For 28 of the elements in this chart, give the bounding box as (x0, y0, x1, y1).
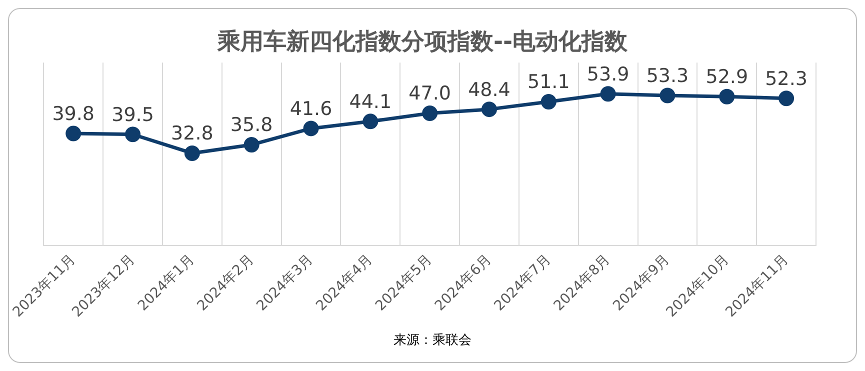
data-label: 53.3 (646, 64, 689, 87)
data-label: 35.8 (230, 114, 273, 136)
data-label: 39.8 (52, 102, 95, 125)
data-label: 39.5 (112, 104, 154, 126)
point (422, 106, 438, 122)
data-label: 44.1 (349, 90, 392, 113)
data-label: 52.9 (706, 66, 748, 88)
point (600, 86, 616, 102)
point (362, 114, 378, 130)
point (540, 94, 556, 110)
point (244, 137, 260, 153)
data-label: 51.1 (527, 71, 570, 94)
chart-title: 乘用车新四化指数分项指数--电动化指数 (216, 28, 629, 55)
data-label: 53.9 (586, 63, 630, 86)
point (66, 126, 82, 142)
data-label: 48.4 (468, 78, 510, 101)
point (719, 88, 735, 104)
source-note: 来源：乘联会 (392, 332, 472, 349)
point (660, 88, 676, 104)
point (778, 90, 794, 106)
data-label: 47.0 (408, 82, 451, 105)
point (303, 120, 319, 136)
data-label: 32.8 (171, 122, 214, 145)
point (481, 102, 497, 118)
data-label: 52.3 (765, 68, 808, 90)
point (184, 145, 200, 161)
data-label: 41.6 (290, 98, 332, 120)
point (125, 126, 141, 142)
